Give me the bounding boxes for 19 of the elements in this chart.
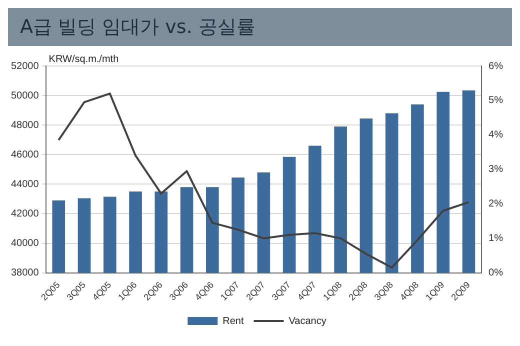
y-axis-title: KRW/sq.m./mth	[48, 54, 119, 65]
y2-tick-label: 1%	[488, 233, 504, 244]
y-tick-label: 50000	[10, 90, 40, 102]
y-tick-label: 42000	[10, 208, 40, 220]
y2-tick-label: 5%	[488, 95, 504, 106]
y-tick-label: 48000	[10, 120, 40, 131]
y2-tick-label: 4%	[488, 130, 504, 141]
y-tick-label: 38000	[10, 268, 40, 279]
y-tick-label: 52000	[10, 60, 40, 72]
y2-tick-label: 2%	[488, 198, 504, 210]
y2-tick-label: 6%	[488, 60, 504, 72]
legend-label: Vacancy	[288, 316, 326, 327]
y-tick-label: 40000	[10, 238, 40, 250]
chart-title: A급 빌딩 임대가 vs. 공실률	[8, 8, 512, 46]
y-tick-label: 44000	[10, 178, 40, 190]
legend-label: Rent	[222, 316, 244, 327]
y2-tick-label: 0%	[488, 268, 504, 279]
y2-tick-label: 3%	[488, 164, 504, 176]
y-tick-label: 46000	[10, 149, 40, 160]
